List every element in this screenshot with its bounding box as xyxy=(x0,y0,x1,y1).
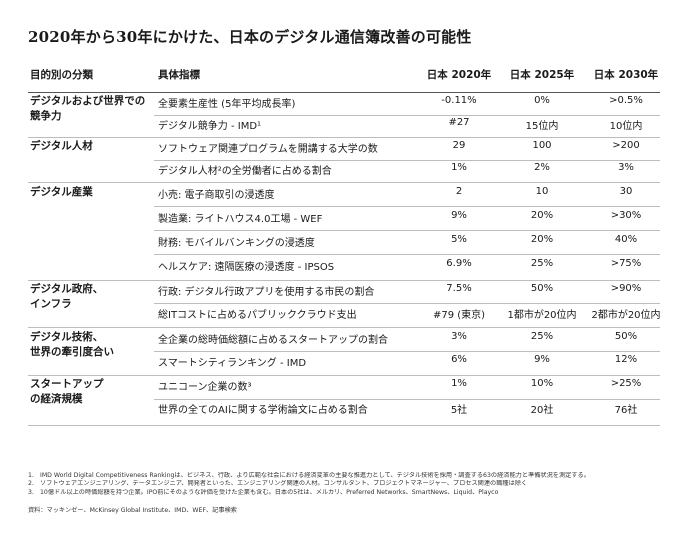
header-category: 目的別の分類 xyxy=(30,69,93,81)
row-divider xyxy=(154,399,660,400)
value-2030: >25% xyxy=(610,378,642,389)
row-divider xyxy=(28,280,660,281)
indicator-label: ソフトウェア関連プログラムを開講する大学の数 xyxy=(158,144,378,155)
row-divider xyxy=(28,92,660,93)
value-2030: >0.5% xyxy=(609,95,643,106)
value-2020: 5社 xyxy=(450,405,468,416)
value-2030: 3% xyxy=(618,162,634,173)
indicator-label: ユニコーン企業の数³ xyxy=(158,382,252,393)
value-2030: 76社 xyxy=(614,405,638,416)
value-2020: 6% xyxy=(451,354,467,365)
category-label: デジタル人材 xyxy=(30,140,93,152)
page-title: 2020年から30年にかけた、日本のデジタル通信簿改善の可能性 xyxy=(28,28,472,46)
footnote-2: 2. ソフトウェアエンジニアリング、データエンジニア、開発者といった、エンジニアリ… xyxy=(28,480,528,488)
value-2030: 40% xyxy=(614,234,638,245)
value-2030: >200 xyxy=(612,140,640,151)
value-2025: 1都市が20位内 xyxy=(507,310,577,321)
value-2020: #27 xyxy=(448,117,470,128)
row-divider xyxy=(154,351,660,352)
footnote-3: 3. 10億ドル以上の時価総額を持つ企業。IPO前にそのような評価を受けた企業も含… xyxy=(28,488,499,496)
value-2020: #79 (東京) xyxy=(432,310,486,321)
row-divider xyxy=(154,115,660,116)
indicator-label: スマートシティランキング - IMD xyxy=(158,358,307,369)
row-divider xyxy=(28,425,660,426)
indicator-label: ヘルスケア: 遠隔医療の浸透度 - IPSOS xyxy=(158,262,335,273)
value-2020: 7.5% xyxy=(446,283,472,294)
indicator-label: 世界の全てのAIに関する学術論文に占める割合 xyxy=(158,405,368,416)
value-2025: 20社 xyxy=(530,405,554,416)
indicator-label: 財務: モバイルバンキングの浸透度 xyxy=(158,238,315,249)
value-2030: 10位内 xyxy=(609,121,643,132)
value-2025: 50% xyxy=(530,283,554,294)
row-divider xyxy=(28,375,660,376)
row-divider xyxy=(154,303,660,304)
value-2020: 29 xyxy=(452,140,466,151)
header-indicator: 具体指標 xyxy=(158,69,200,81)
value-2020: -0.11% xyxy=(441,95,477,106)
value-2020: 1% xyxy=(451,162,467,173)
value-2025: 0% xyxy=(534,95,550,106)
footnote-1: 1. IMD World Digital Competitiveness Rank… xyxy=(28,472,590,479)
source-note: 資料：マッキンゼー、McKinsey Global Institute、IMD、… xyxy=(28,507,237,514)
value-2025: 100 xyxy=(532,140,552,151)
indicator-label: 全企業の総時価総額に占めるスタートアップの割合 xyxy=(158,335,388,346)
value-2030: 12% xyxy=(614,354,638,365)
indicator-label: 行政: デジタル行政アプリを使用する市民の割合 xyxy=(158,287,375,298)
value-2025: 2% xyxy=(534,162,550,173)
value-2025: 25% xyxy=(530,258,554,269)
value-2020: 9% xyxy=(451,210,467,221)
value-2030: 30 xyxy=(619,186,633,197)
row-divider xyxy=(154,160,660,161)
header-2025: 日本 2025年 xyxy=(509,69,575,81)
value-2020: 6.9% xyxy=(446,258,472,269)
value-2025: 9% xyxy=(534,354,550,365)
row-divider xyxy=(28,182,660,183)
row-divider xyxy=(28,137,660,138)
value-2020: 3% xyxy=(451,331,467,342)
category-label: デジタル技術、 世界の牽引度合い xyxy=(30,331,114,358)
footnotes: 1. IMD World Digital Competitiveness Rank… xyxy=(28,472,668,497)
value-2030: 2都市が20位内 xyxy=(591,310,661,321)
value-2030: >90% xyxy=(610,283,642,294)
category-label: デジタル政府、 インフラ xyxy=(30,283,104,310)
row-divider xyxy=(154,254,660,255)
value-2025: 10 xyxy=(535,186,549,197)
row-divider xyxy=(154,206,660,207)
row-divider xyxy=(28,327,660,328)
value-2025: 10% xyxy=(530,378,554,389)
value-2030: >75% xyxy=(610,258,642,269)
value-2025: 15位内 xyxy=(525,121,559,132)
value-2030: 50% xyxy=(614,331,638,342)
category-label: デジタル産業 xyxy=(30,186,93,198)
indicator-label: デジタル人材²の全労働者に占める割合 xyxy=(158,166,332,177)
header-2030: 日本 2030年 xyxy=(593,69,659,81)
value-2025: 25% xyxy=(530,331,554,342)
value-2020: 5% xyxy=(451,234,467,245)
indicator-label: 総ITコストに占めるパブリッククラウド支出 xyxy=(158,310,357,321)
value-2025: 20% xyxy=(530,210,554,221)
value-2030: >30% xyxy=(610,210,642,221)
value-2020: 1% xyxy=(451,378,467,389)
header-2020: 日本 2020年 xyxy=(426,69,492,81)
category-label: スタートアップ の経済規模 xyxy=(30,378,104,405)
indicator-label: 製造業: ライトハウス4.0工場 - WEF xyxy=(158,214,323,225)
indicator-label: 小売: 電子商取引の浸透度 xyxy=(158,190,275,201)
value-2025: 20% xyxy=(530,234,554,245)
category-label: デジタルおよび世界での 競争力 xyxy=(30,95,146,122)
indicator-label: 全要素生産性 (5年平均成長率) xyxy=(158,99,296,110)
indicator-label: デジタル競争力 - IMD¹ xyxy=(158,121,262,132)
row-divider xyxy=(154,230,660,231)
value-2020: 2 xyxy=(455,186,463,197)
